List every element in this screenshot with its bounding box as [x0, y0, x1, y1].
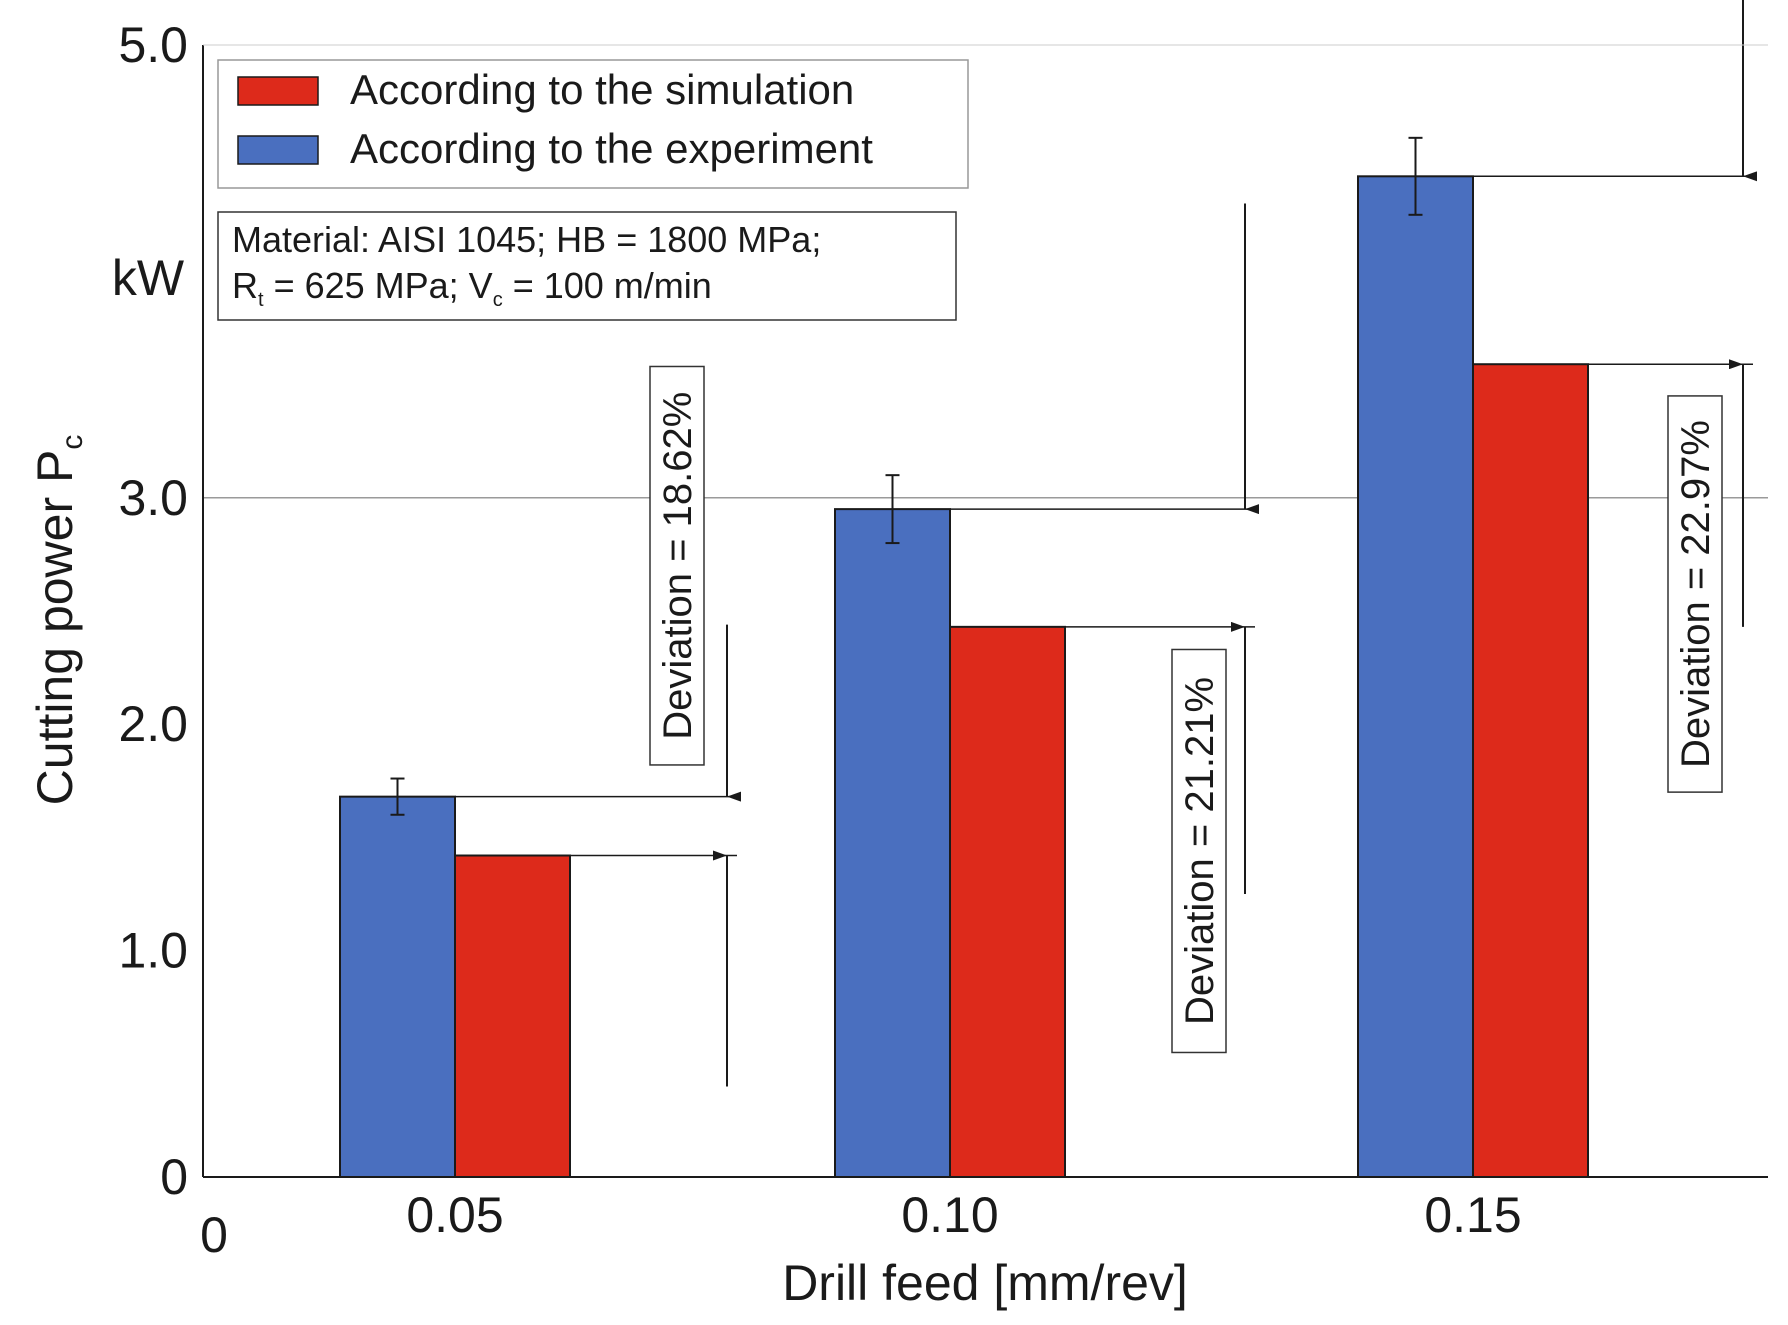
legend-label-simulation: According to the simulation [350, 66, 854, 113]
deviation-annotation-0-15: Deviation = 22.97% [1473, 0, 1757, 793]
deviation-annotation-0-05: Deviation = 18.62% [455, 365, 741, 1087]
y-tick-label-3-0: 3.0 [118, 470, 188, 526]
error-bar-0-05 [390, 777, 405, 816]
deviation-label: Deviation = 22.97% [1674, 420, 1718, 768]
x-axis-label: Drill feed [mm/rev] [782, 1255, 1188, 1311]
legend-swatch-simulation [237, 76, 319, 106]
error-bar-0-15 [1408, 136, 1423, 216]
y-tick-label-1-0: 1.0 [118, 923, 188, 979]
deviation-label-box [649, 365, 705, 766]
deviation-annotation-0-10: Deviation = 21.21% [950, 203, 1259, 1054]
legend-swatch-experiment [237, 135, 319, 165]
bar-according-to-the-simulation-0-15 [1472, 363, 1589, 1178]
bar-according-to-the-experiment-0-10 [834, 508, 951, 1178]
bar-according-to-the-experiment-0-05 [339, 795, 456, 1178]
x-origin-label: 0 [200, 1207, 228, 1263]
error-bar-0-10 [885, 474, 900, 545]
legend-label-experiment: According to the experiment [350, 125, 873, 172]
legend-box [217, 59, 969, 189]
info-box-frame [217, 211, 957, 321]
deviation-label: Deviation = 18.62% [656, 392, 700, 740]
legend: According to the simulation According to… [217, 59, 969, 189]
bar-according-to-the-simulation-0-05 [454, 854, 571, 1179]
bar-according-to-the-simulation-0-10 [949, 625, 1066, 1178]
y-tick-label-5-0: 5.0 [118, 17, 188, 73]
info-line-2: Rt = 625 MPa; Vc = 100 m/min [232, 265, 712, 311]
y-tick-label-2-0: 2.0 [118, 696, 188, 752]
deviation-label-box [1667, 395, 1723, 793]
deviation-label-box [1171, 648, 1227, 1054]
y-tick-labels: 0 1.0 2.0 3.0 5.0 [118, 17, 188, 1205]
x-tick-label-0-10: 0.10 [901, 1187, 998, 1243]
info-line-1: Material: AISI 1045; HB = 1800 MPa; [232, 219, 821, 260]
deviation-label: Deviation = 21.21% [1178, 677, 1222, 1025]
y-axis-unit: kW [112, 250, 185, 306]
material-info-box: Material: AISI 1045; HB = 1800 MPa; Rt =… [217, 211, 957, 321]
y-axis-label: Cutting power Pc [27, 435, 89, 806]
deviation-annotations: Deviation = 18.62% Deviation = 21.21% Devi… [455, 0, 1757, 1087]
bar-according-to-the-experiment-0-15 [1357, 175, 1474, 1178]
y-tick-label-0: 0 [160, 1149, 188, 1205]
x-tick-label-0-15: 0.15 [1424, 1187, 1521, 1243]
x-tick-labels: 0.05 0.10 0.15 [406, 1187, 1521, 1243]
x-tick-label-0-05: 0.05 [406, 1187, 503, 1243]
